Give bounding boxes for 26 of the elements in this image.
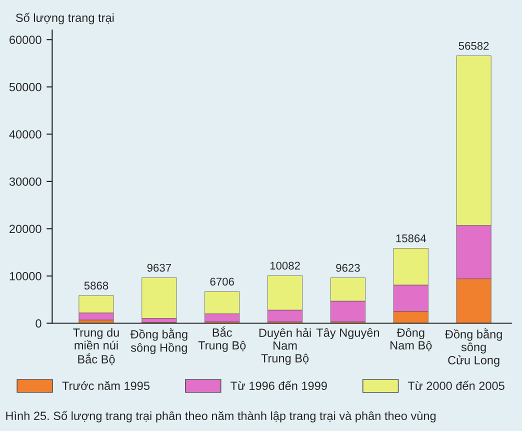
total-label: 6706 [210,278,234,286]
x-tick-label: Đồng bằng sông Cửu Long [445,328,502,367]
y-tick-label: 60000 [10,36,42,44]
total-label: 9637 [147,264,171,272]
y-tick-label: 0 [36,319,42,328]
total-label: 56582 [458,42,489,50]
x-tick-label: Duyên hải Nam Trung Bộ [259,328,311,365]
total-label: 15864 [396,234,426,242]
legend-label: Trước năm 1995 [62,381,150,390]
total-label: 9623 [336,264,360,272]
text: Hình 25. Số lượng trang trại phân theo năm thành lập trang trại và phân theo vùng [6,410,436,422]
y-axis-title: Số lượng trang trại [16,12,114,24]
x-tick-label: Tây Nguyên [316,328,380,340]
legend-label: Từ 2000 đến 2005 [408,380,504,390]
y-tick-label: 30000 [9,177,42,186]
x-tick-label: Bắc Trung Bộ [198,326,246,352]
x-tick-label: Đông Nam Bộ [390,328,432,352]
legend-label: Từ 1996 đến 1999 [230,380,327,390]
x-tick-label: Trung du miền núi Bắc Bộ [73,328,119,366]
x-tick-label: Đồng bằng sông Hồng [130,328,188,354]
total-label: 5868 [84,282,108,290]
y-tick-label: 40000 [9,130,42,139]
y-tick-label: 10000 [10,272,42,280]
y-tick-label: 20000 [10,224,42,234]
total-label: 10082 [270,262,300,270]
y-tick-label: 50000 [9,82,42,92]
